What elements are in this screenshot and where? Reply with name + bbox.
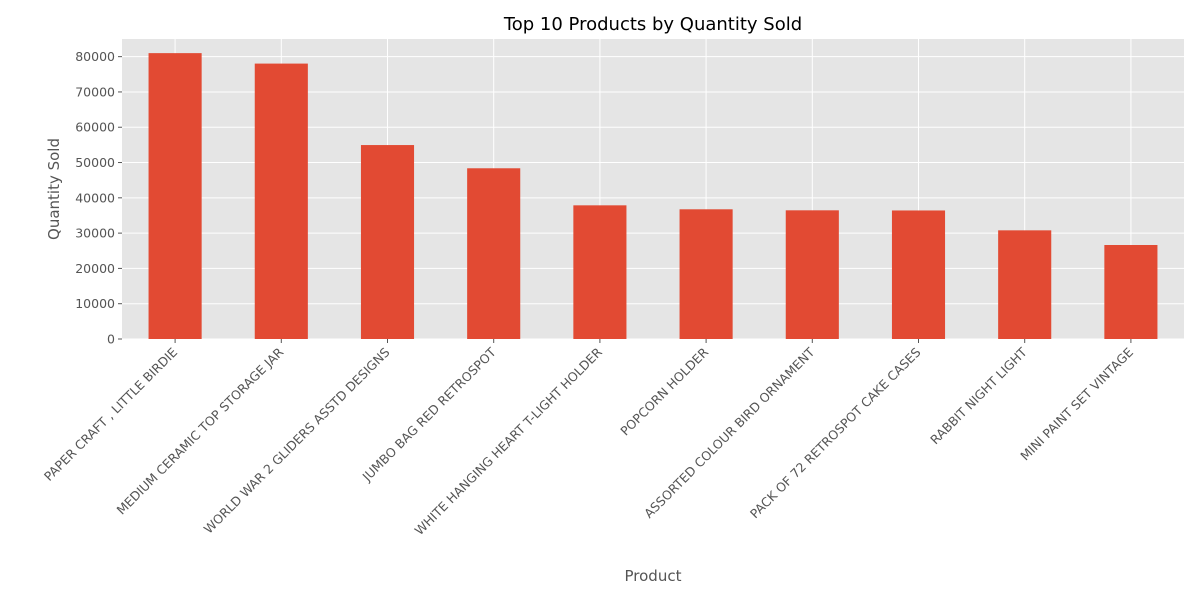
- bar: [891, 210, 946, 339]
- x-tick-label: MEDIUM CERAMIC TOP STORAGE JAR: [113, 344, 286, 517]
- x-tick-label: WHITE HANGING HEART T-LIGHT HOLDER: [412, 344, 606, 538]
- bar: [785, 210, 839, 339]
- y-tick-label: 70000: [75, 84, 115, 99]
- bar: [679, 209, 733, 339]
- bar: [1104, 245, 1158, 339]
- x-tick-label: MINI PAINT SET VINTAGE: [1017, 344, 1136, 463]
- y-tick-label: 30000: [75, 226, 115, 241]
- bar: [998, 230, 1052, 339]
- bar: [360, 145, 415, 339]
- y-tick-label: 80000: [75, 49, 115, 64]
- y-axis-label: Quantity Sold: [45, 138, 63, 240]
- x-tick-label: RABBIT NIGHT LIGHT: [927, 344, 1030, 447]
- x-axis-label: Product: [625, 567, 682, 585]
- y-tick-label: 40000: [75, 190, 115, 205]
- y-tick-label: 0: [107, 332, 115, 347]
- chart-title: Top 10 Products by Quantity Sold: [503, 14, 802, 35]
- bars: [148, 53, 1158, 340]
- bar: [254, 63, 308, 339]
- y-tick-label: 60000: [75, 120, 115, 135]
- y-tick-label: 20000: [75, 261, 115, 276]
- x-tick-label: ASSORTED COLOUR BIRD ORNAMENT: [641, 344, 818, 521]
- y-tick-label: 50000: [75, 155, 115, 170]
- y-tick-label: 10000: [75, 296, 115, 311]
- bar: [573, 205, 627, 339]
- bar: [467, 168, 521, 339]
- bar: [148, 53, 202, 340]
- x-tick-label: POPCORN HOLDER: [617, 344, 711, 438]
- x-tick-label: PACK OF 72 RETROSPOT CAKE CASES: [747, 344, 924, 521]
- x-tick-label: WORLD WAR 2 GLIDERS ASSTD DESIGNS: [201, 344, 393, 536]
